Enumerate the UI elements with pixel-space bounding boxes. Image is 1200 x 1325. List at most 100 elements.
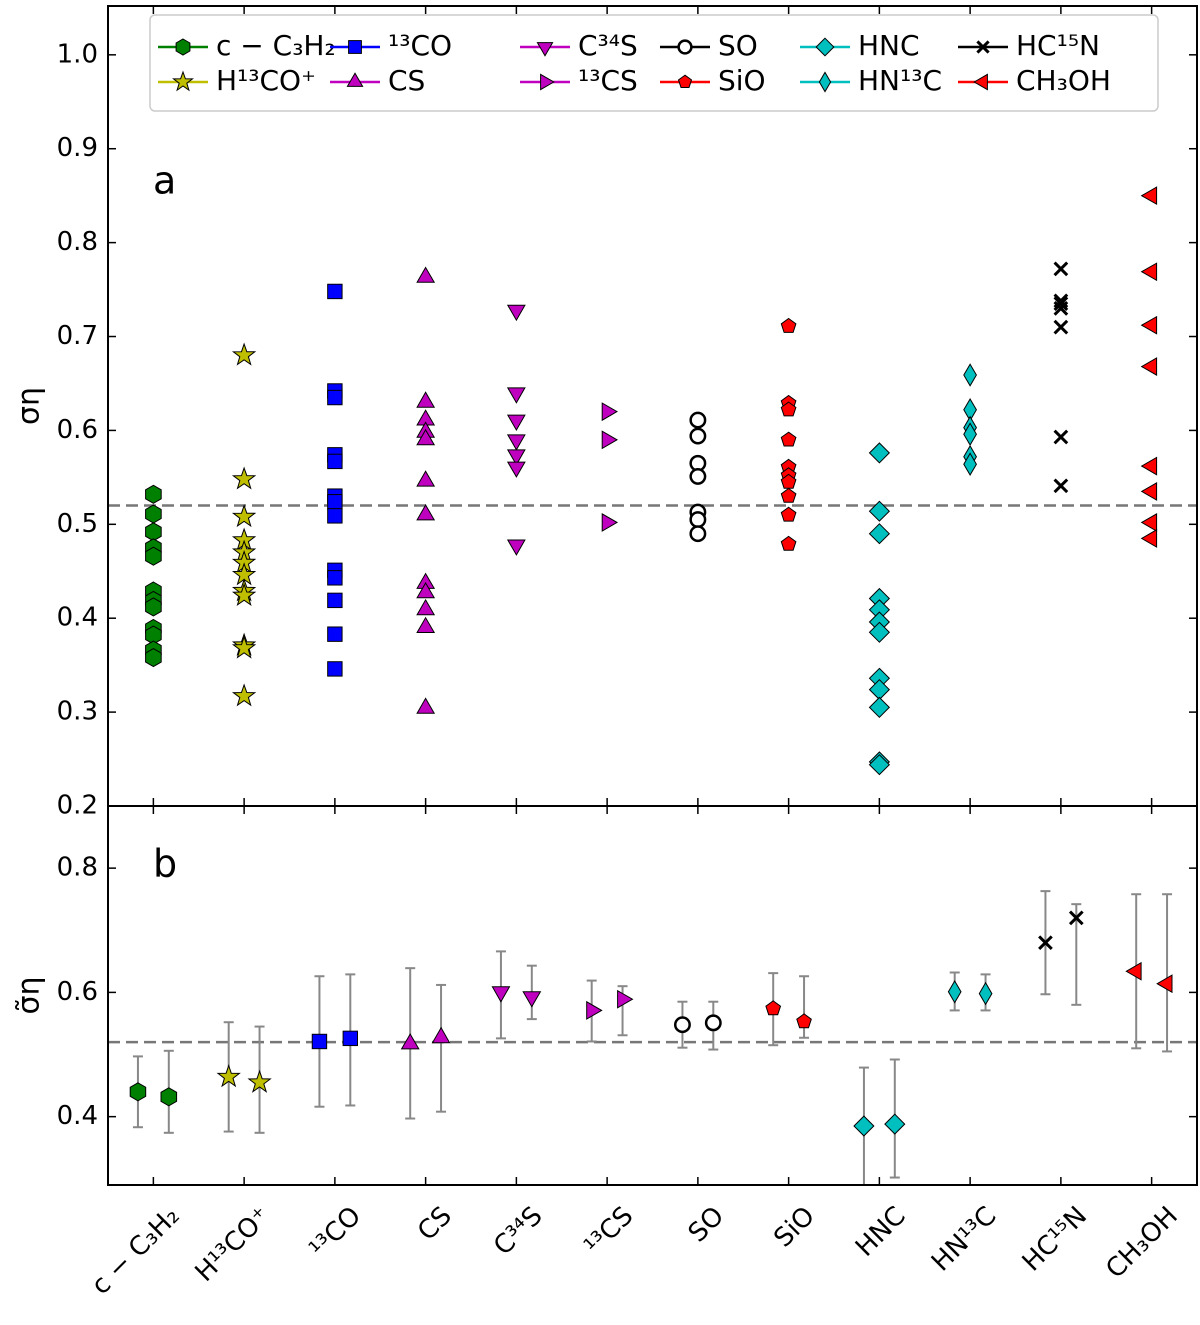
- marker: [231, 635, 257, 659]
- marker: [868, 754, 891, 776]
- y-tick-label: 0.3: [57, 697, 98, 727]
- y-tick-label: 0.6: [57, 977, 98, 1007]
- marker: [978, 981, 993, 1006]
- y-tick-label: 0.8: [57, 227, 98, 257]
- marker: [327, 626, 343, 642]
- marker: [884, 1113, 906, 1135]
- legend-label: H¹³CO⁺: [216, 64, 316, 97]
- marker: [601, 513, 618, 532]
- marker: [689, 511, 707, 529]
- marker: [416, 391, 436, 408]
- legend-label: ¹³CS: [578, 64, 638, 97]
- y-tick-label: 0.9: [57, 133, 98, 163]
- legend-label: HNC: [858, 29, 920, 62]
- marker: [540, 73, 555, 91]
- marker: [145, 597, 162, 617]
- marker: [231, 503, 257, 528]
- marker: [673, 1016, 691, 1034]
- marker: [311, 1033, 328, 1050]
- marker: [506, 539, 526, 556]
- marker: [145, 522, 162, 542]
- marker: [348, 40, 362, 54]
- x-tick-label: CH₃OH: [1100, 1201, 1184, 1285]
- marker: [1140, 456, 1158, 476]
- marker: [868, 696, 891, 719]
- marker: [160, 1087, 178, 1107]
- y-tick-label: 0.7: [57, 321, 98, 351]
- marker: [506, 387, 526, 404]
- marker: [1156, 974, 1173, 994]
- marker: [780, 487, 797, 503]
- marker: [327, 570, 343, 586]
- marker: [216, 1064, 241, 1088]
- marker: [689, 467, 707, 485]
- y-tick-label: 0.2: [57, 791, 98, 821]
- marker: [231, 683, 257, 707]
- marker: [1053, 296, 1069, 312]
- marker: [1140, 315, 1158, 335]
- marker: [231, 342, 257, 366]
- y-tick-label: 0.4: [57, 1101, 98, 1131]
- marker: [346, 72, 364, 87]
- marker: [868, 500, 891, 522]
- marker: [1053, 478, 1069, 494]
- x-tick-label: SiO: [768, 1201, 820, 1253]
- marker: [522, 991, 542, 1008]
- marker: [536, 42, 554, 57]
- plot-frame: [107, 805, 1198, 1186]
- marker: [129, 1082, 147, 1102]
- marker: [765, 1000, 782, 1016]
- marker: [963, 452, 977, 476]
- legend-label: SO: [718, 29, 758, 62]
- marker: [780, 317, 797, 333]
- marker: [416, 470, 436, 487]
- annotation: b: [153, 842, 177, 886]
- marker: [617, 989, 634, 1009]
- marker: [416, 582, 436, 599]
- marker: [1125, 961, 1142, 981]
- marker: [1053, 261, 1069, 277]
- marker: [689, 427, 707, 445]
- marker: [1140, 357, 1158, 376]
- marker: [1140, 513, 1158, 532]
- marker: [601, 430, 618, 450]
- legend-label: HN¹³C: [858, 64, 942, 97]
- marker: [506, 449, 526, 466]
- marker: [586, 1000, 603, 1020]
- marker: [231, 582, 257, 607]
- marker: [327, 453, 343, 470]
- marker: [1053, 429, 1069, 445]
- marker: [327, 494, 343, 510]
- marker: [1068, 910, 1084, 926]
- y-tick-label: 1.0: [57, 39, 98, 69]
- marker: [172, 70, 194, 92]
- y-axis-label: σ̃η: [12, 976, 47, 1014]
- marker: [506, 434, 526, 451]
- marker: [1053, 319, 1069, 335]
- x-tick-label: CS: [412, 1201, 458, 1247]
- marker: [780, 535, 797, 551]
- marker: [491, 986, 511, 1003]
- marker: [796, 1013, 812, 1029]
- plot-frame: [107, 5, 1198, 807]
- legend-label: CH₃OH: [1016, 64, 1111, 97]
- legend-box: [149, 14, 1159, 112]
- marker: [506, 414, 526, 432]
- marker: [868, 678, 891, 701]
- y-tick-label: 0.8: [57, 853, 98, 883]
- marker: [704, 1014, 722, 1032]
- marker: [145, 504, 162, 524]
- marker: [973, 73, 988, 91]
- marker: [601, 402, 618, 422]
- marker: [506, 461, 526, 478]
- marker: [327, 592, 343, 609]
- marker: [431, 1026, 451, 1044]
- marker: [416, 428, 436, 446]
- y-axis-label: ση: [12, 387, 47, 425]
- x-tick-label: SO: [683, 1201, 730, 1248]
- x-tick-label: ¹³CS: [579, 1201, 639, 1261]
- marker: [868, 442, 891, 464]
- x-tick-label: HNC: [850, 1201, 912, 1263]
- marker: [947, 980, 962, 1004]
